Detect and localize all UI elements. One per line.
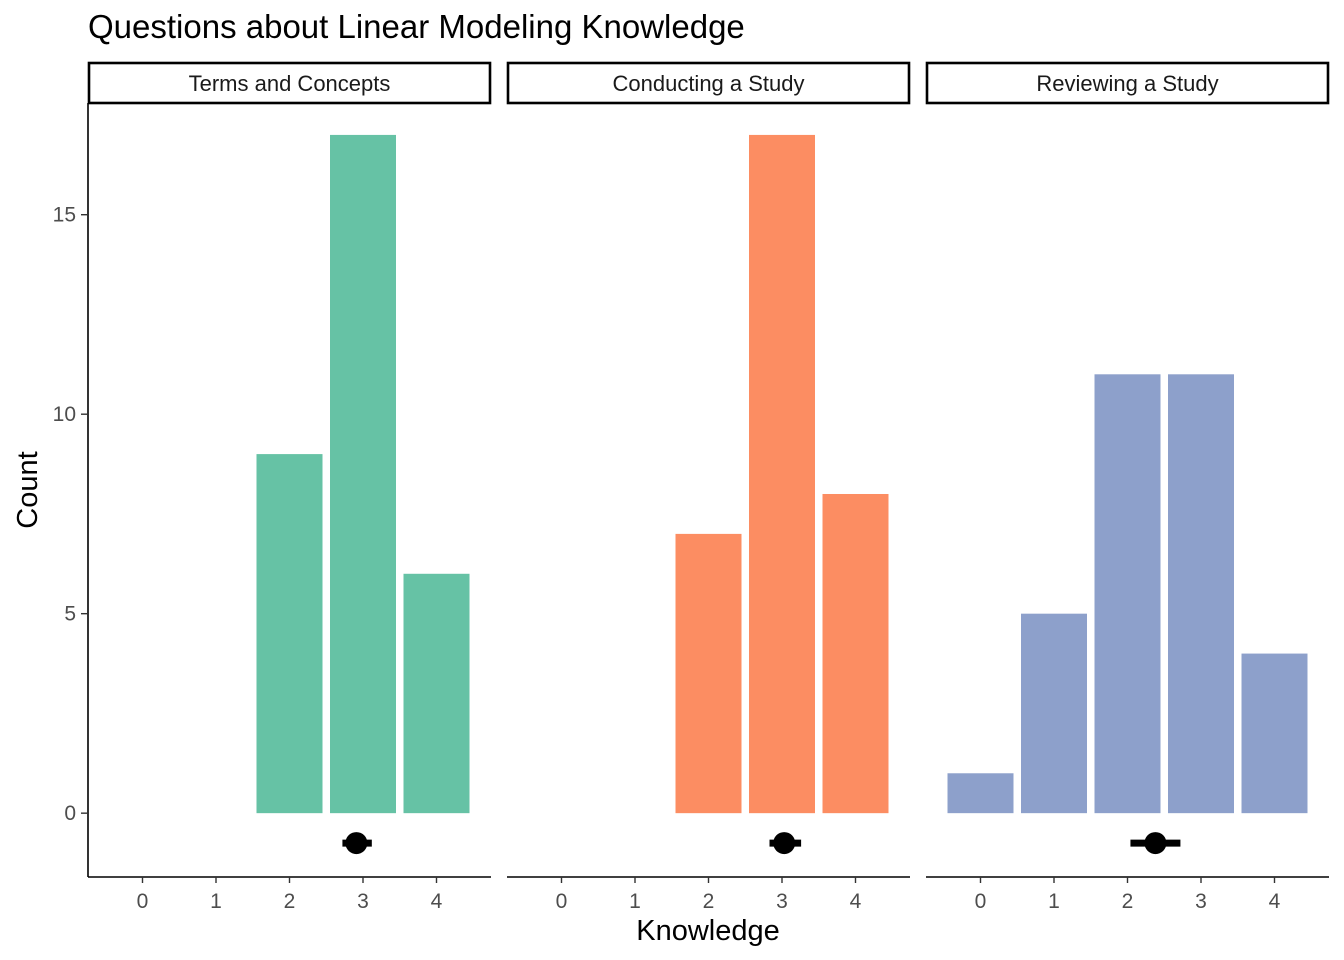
x-tick-label: 1 — [1048, 890, 1060, 913]
x-tick-label: 3 — [776, 890, 788, 913]
x-tick-label: 0 — [975, 890, 987, 913]
mean-point — [773, 832, 796, 855]
chart-title: Questions about Linear Modeling Knowledg… — [88, 8, 745, 45]
facet-strip-label: Reviewing a Study — [1036, 71, 1218, 96]
facet-panel: Conducting a Study 0 1 2 3 4 — [506, 61, 911, 913]
bar — [330, 134, 396, 814]
bar — [1021, 613, 1087, 814]
y-tick-label: 10 — [53, 403, 76, 426]
y-axis: 0 5 10 15 — [53, 103, 89, 877]
x-tick-label: 1 — [629, 890, 641, 913]
bar — [256, 454, 323, 814]
mean-point — [345, 832, 368, 855]
x-tick-label: 2 — [1122, 890, 1134, 913]
bar — [822, 493, 889, 814]
facet-panel: Terms and Concepts 0 1 2 3 4 — [87, 61, 492, 913]
x-tick-label: 0 — [556, 890, 568, 913]
bar — [947, 773, 1014, 814]
x-tick-label: 4 — [431, 890, 443, 913]
bar — [1094, 374, 1161, 814]
facet-strip-label: Terms and Concepts — [189, 71, 391, 96]
y-tick-label: 5 — [64, 603, 76, 626]
x-tick-label: 1 — [210, 890, 222, 913]
facet-strip-label: Conducting a Study — [612, 71, 804, 96]
y-tick-label: 15 — [53, 204, 76, 227]
x-tick-label: 4 — [1269, 890, 1281, 913]
x-tick-label: 3 — [1195, 890, 1207, 913]
facet-strip — [87, 61, 492, 105]
bar — [1168, 374, 1234, 814]
x-tick-label: 0 — [137, 890, 149, 913]
x-tick-label: 4 — [850, 890, 862, 913]
y-tick-label: 0 — [64, 802, 76, 825]
bar — [749, 134, 815, 814]
x-tick-label: 2 — [284, 890, 296, 913]
y-axis-title: Count — [12, 451, 44, 528]
facet-strip — [506, 61, 911, 105]
x-axis-title: Knowledge — [636, 915, 780, 947]
x-tick-label: 3 — [357, 890, 369, 913]
facet-panel: Reviewing a Study 0 1 2 3 4 — [925, 61, 1330, 913]
bar — [675, 533, 742, 814]
x-tick-label: 2 — [703, 890, 715, 913]
bar — [1241, 653, 1308, 814]
facet-strip — [925, 61, 1330, 105]
mean-point — [1144, 832, 1167, 855]
bar — [403, 573, 470, 814]
